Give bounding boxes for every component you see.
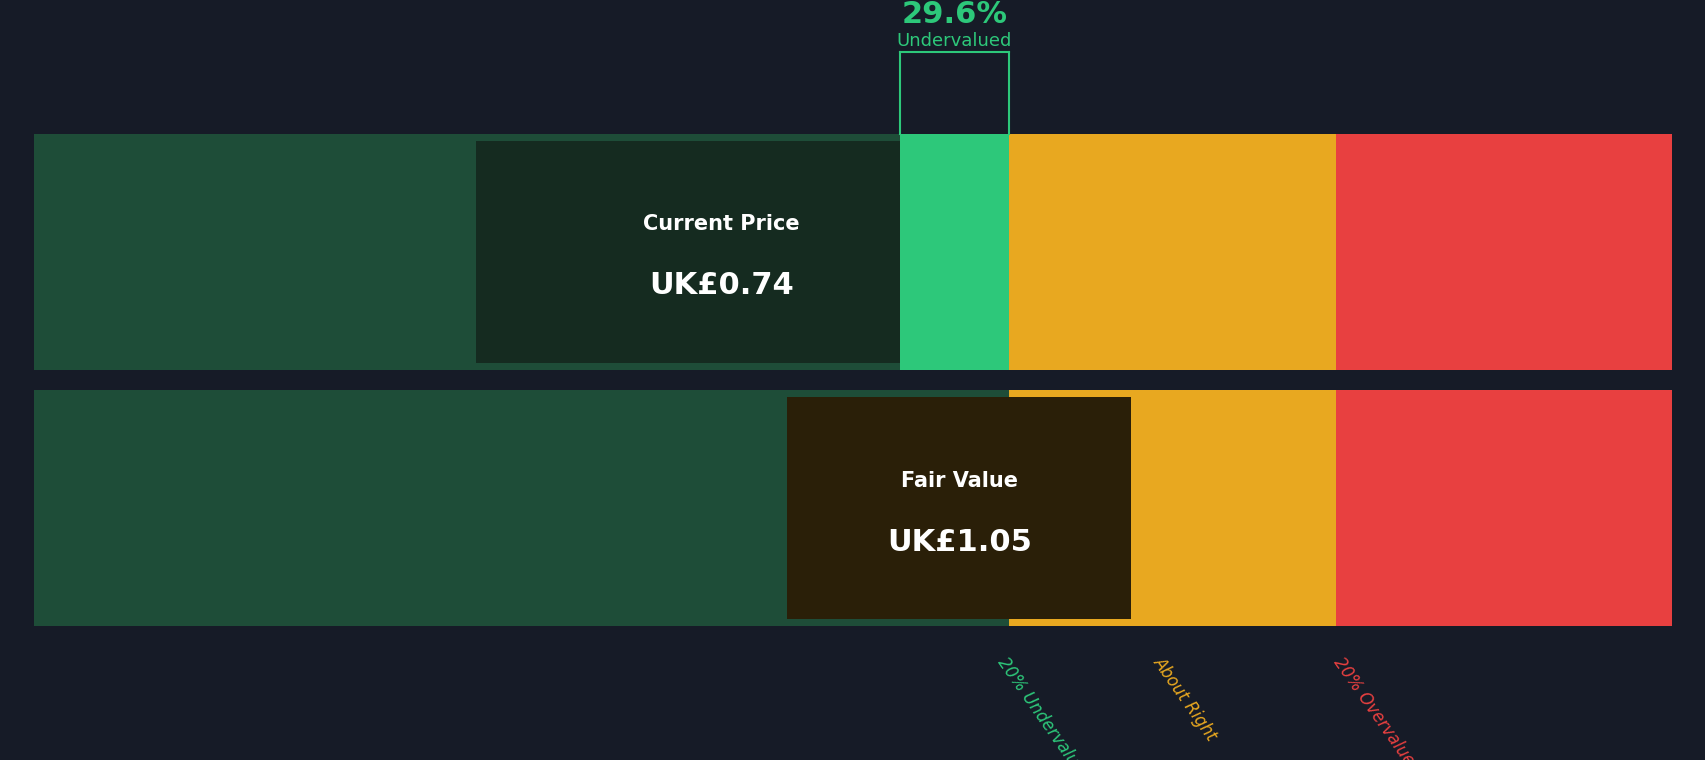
Text: 29.6%: 29.6% (900, 0, 1008, 29)
Bar (1335, 391, 1671, 626)
Bar (34, 134, 900, 369)
Bar (1335, 134, 1671, 369)
Bar (34, 391, 1008, 626)
Bar (788, 397, 1130, 619)
Bar (476, 141, 900, 363)
Text: Fair Value: Fair Value (900, 471, 1018, 491)
Text: Undervalued: Undervalued (897, 33, 1011, 50)
Bar (1008, 391, 1335, 626)
Bar (34, 134, 1008, 369)
Text: Current Price: Current Price (643, 214, 800, 234)
Text: 20% Undervalued: 20% Undervalued (994, 654, 1093, 760)
Text: About Right: About Right (1149, 654, 1219, 744)
Text: 20% Overvalued: 20% Overvalued (1328, 654, 1424, 760)
Text: UK£0.74: UK£0.74 (648, 271, 793, 300)
Text: UK£1.05: UK£1.05 (887, 528, 1032, 557)
Bar (34, 391, 1008, 626)
Bar (1008, 134, 1335, 369)
